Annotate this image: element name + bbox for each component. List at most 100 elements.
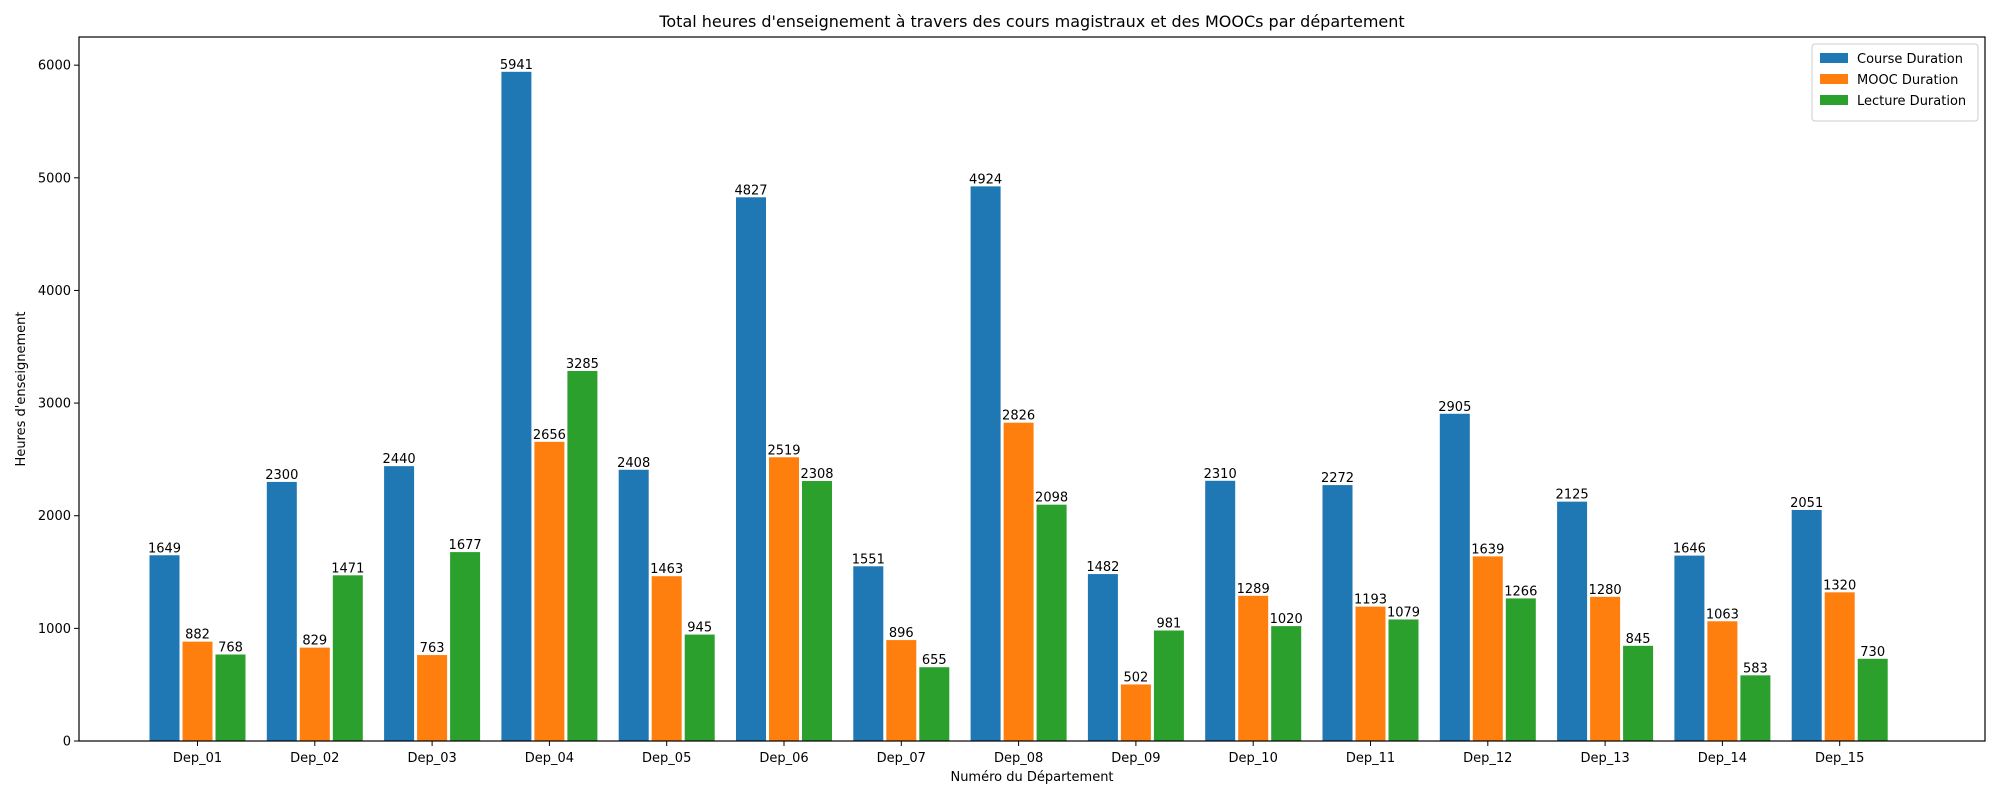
bar [1707, 621, 1738, 741]
x-tick-label: Dep_11 [1346, 751, 1395, 766]
bar-value-label: 981 [1156, 617, 1181, 632]
legend-entry-label: Lecture Duration [1857, 94, 1966, 109]
bar [1791, 509, 1822, 741]
bar-value-label: 829 [302, 634, 327, 649]
bar [1623, 645, 1654, 741]
bar [1036, 504, 1067, 741]
x-tick-label: Dep_12 [1463, 751, 1512, 766]
bar-value-label: 655 [922, 653, 947, 668]
y-tick-label: 3000 [38, 397, 71, 412]
x-axis-label: Numéro du Département [950, 770, 1113, 785]
bar [501, 71, 532, 741]
bar-value-label: 1193 [1354, 593, 1387, 608]
bar [534, 441, 565, 741]
bar [802, 481, 832, 741]
bar [1557, 501, 1588, 741]
bar [1674, 555, 1705, 741]
x-tick-label: Dep_06 [759, 751, 808, 766]
bar-value-label: 3285 [566, 357, 599, 372]
bar-value-label: 763 [420, 641, 445, 656]
y-tick-label: 1000 [38, 622, 71, 637]
bar-value-label: 1063 [1706, 607, 1739, 622]
legend-swatch [1820, 74, 1848, 84]
bar [1003, 422, 1034, 741]
legend-swatch [1820, 95, 1848, 105]
bar [886, 640, 917, 741]
plot-area: 0 1000 2000 3000 4000 5000 6000 1649 882 768 Dep_0… [38, 58, 1888, 766]
bar [182, 641, 213, 741]
bar [332, 575, 363, 741]
x-tick-label: Dep_05 [642, 751, 691, 766]
bar-value-label: 2051 [1790, 496, 1823, 511]
bar-value-label: 882 [185, 628, 210, 643]
bar [1439, 413, 1470, 741]
bar-value-label: 5941 [500, 58, 533, 73]
x-tick-label: Dep_09 [1111, 751, 1160, 766]
bar-value-label: 730 [1860, 645, 1885, 660]
bar [618, 469, 649, 741]
bar-value-label: 502 [1123, 670, 1148, 685]
bar-value-label: 768 [218, 640, 243, 655]
bar [970, 186, 1001, 741]
legend-entry-label: MOOC Duration [1857, 73, 1958, 88]
bar [1120, 684, 1151, 741]
bar-value-label: 2272 [1321, 471, 1354, 486]
bar [1472, 556, 1503, 741]
x-tick-label: Dep_13 [1580, 751, 1629, 766]
bar-value-label: 1266 [1504, 584, 1537, 599]
y-tick-label: 4000 [38, 284, 71, 299]
legend-swatch [1820, 53, 1848, 63]
bar-value-label: 4827 [734, 183, 767, 198]
bar-value-label: 2905 [1438, 400, 1471, 415]
bar-value-label: 1646 [1673, 542, 1706, 557]
bar [1857, 658, 1888, 741]
x-tick-label: Dep_08 [994, 751, 1043, 766]
bar [736, 197, 766, 741]
bar-value-label: 4924 [969, 172, 1002, 187]
bar-value-label: 1649 [148, 541, 181, 556]
bar [1590, 596, 1621, 741]
bar-value-label: 1463 [650, 562, 683, 577]
legend-entry-label: Course Duration [1857, 52, 1963, 67]
bar-value-label: 1020 [1270, 612, 1303, 627]
bar [149, 555, 180, 741]
bar [215, 654, 246, 741]
bar-value-label: 2440 [383, 452, 416, 467]
bar-value-label: 845 [1626, 632, 1651, 647]
bar-value-label: 896 [889, 626, 914, 641]
x-tick-label: Dep_03 [407, 751, 456, 766]
bar-value-label: 2125 [1556, 488, 1589, 503]
legend-box [1811, 43, 1979, 122]
bar-value-label: 2408 [617, 456, 650, 471]
bar [919, 667, 950, 741]
bar [450, 552, 481, 741]
x-tick-label: Dep_07 [877, 751, 926, 766]
bar-value-label: 2310 [1204, 467, 1237, 482]
bar [1271, 626, 1302, 741]
bar [1824, 592, 1855, 741]
x-tick-label: Dep_14 [1698, 751, 1747, 766]
x-tick-label: Dep_04 [525, 751, 574, 766]
bar-value-label: 2656 [533, 428, 566, 443]
bar [1355, 606, 1386, 741]
bar [769, 457, 799, 741]
bar [567, 370, 598, 741]
bar [1205, 480, 1236, 741]
y-axis-label: Heures d'enseignement [14, 312, 29, 467]
bar-value-label: 583 [1743, 661, 1768, 676]
bar [417, 655, 448, 741]
bar-value-label: 2098 [1035, 491, 1068, 506]
x-tick-label: Dep_01 [173, 751, 222, 766]
bar [853, 566, 884, 741]
y-tick-label: 0 [63, 735, 71, 750]
bar [1087, 574, 1118, 741]
legend: Course Duration MOOC Duration Lecture Dura… [1811, 43, 1979, 122]
x-tick-label: Dep_02 [290, 751, 339, 766]
bar [1505, 598, 1536, 741]
bar-value-label: 1320 [1823, 578, 1856, 593]
bar-value-label: 1289 [1237, 582, 1270, 597]
bar-value-label: 2826 [1002, 409, 1035, 424]
bar-value-label: 945 [687, 621, 712, 636]
bar-value-label: 1280 [1589, 583, 1622, 598]
